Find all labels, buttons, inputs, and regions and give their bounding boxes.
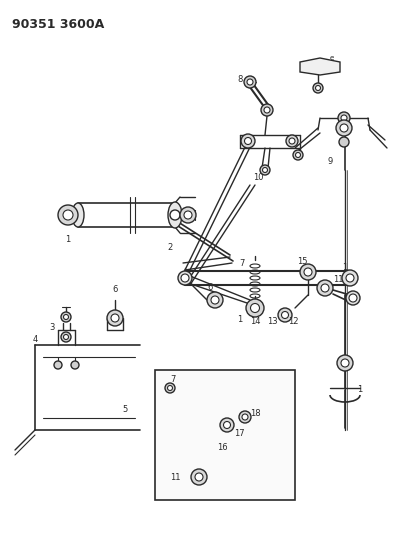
Text: 13: 13 [267, 318, 277, 327]
Text: e: e [330, 55, 334, 61]
Circle shape [304, 268, 312, 276]
Circle shape [337, 355, 353, 371]
Text: 11: 11 [170, 472, 180, 481]
Ellipse shape [342, 270, 358, 286]
Circle shape [195, 473, 203, 481]
Circle shape [278, 308, 292, 322]
Circle shape [224, 422, 230, 429]
Circle shape [341, 359, 349, 367]
Circle shape [181, 274, 189, 282]
Text: 1: 1 [342, 263, 347, 272]
Circle shape [336, 120, 352, 136]
Circle shape [239, 411, 251, 423]
Circle shape [281, 311, 289, 319]
Circle shape [349, 294, 357, 302]
Circle shape [211, 296, 219, 304]
Bar [155, 370, 295, 500]
Circle shape [71, 361, 79, 369]
Text: 9: 9 [328, 157, 333, 166]
Circle shape [316, 85, 320, 91]
Ellipse shape [346, 291, 360, 305]
Circle shape [64, 335, 68, 340]
Text: 10: 10 [253, 174, 263, 182]
Circle shape [339, 137, 349, 147]
Circle shape [346, 274, 354, 282]
Circle shape [191, 469, 207, 485]
Circle shape [58, 205, 78, 225]
Text: 4: 4 [32, 335, 38, 344]
Circle shape [168, 385, 172, 391]
Circle shape [63, 210, 73, 220]
Circle shape [263, 167, 267, 173]
Text: 8: 8 [237, 75, 243, 84]
Circle shape [250, 303, 259, 312]
Text: 6: 6 [207, 284, 213, 293]
Text: 2: 2 [168, 244, 173, 253]
Circle shape [295, 152, 300, 157]
Circle shape [246, 299, 264, 317]
Text: 1: 1 [65, 236, 70, 245]
Circle shape [338, 112, 350, 124]
Text: 7: 7 [170, 376, 176, 384]
Polygon shape [300, 58, 340, 75]
Circle shape [170, 210, 180, 220]
Circle shape [321, 284, 329, 292]
Text: 5: 5 [122, 406, 128, 415]
Circle shape [207, 292, 223, 308]
Text: 6: 6 [112, 286, 118, 295]
Ellipse shape [168, 202, 182, 228]
Ellipse shape [178, 271, 192, 285]
Text: 11: 11 [333, 276, 343, 285]
Circle shape [293, 150, 303, 160]
Circle shape [61, 332, 71, 342]
Circle shape [220, 418, 234, 432]
Circle shape [244, 76, 256, 88]
Circle shape [317, 280, 333, 296]
Circle shape [184, 211, 192, 219]
Circle shape [289, 138, 295, 144]
Text: 7: 7 [239, 260, 245, 269]
Circle shape [341, 115, 347, 121]
Text: 18: 18 [250, 408, 260, 417]
Text: 16: 16 [217, 442, 227, 451]
Circle shape [54, 361, 62, 369]
Circle shape [241, 134, 255, 148]
Circle shape [300, 264, 316, 280]
Text: 15: 15 [297, 257, 307, 266]
Circle shape [180, 207, 196, 223]
Circle shape [260, 165, 270, 175]
Text: 1: 1 [237, 316, 243, 325]
Circle shape [111, 314, 119, 322]
Circle shape [286, 135, 298, 147]
Circle shape [165, 383, 175, 393]
Circle shape [261, 104, 273, 116]
Text: 1: 1 [357, 385, 363, 394]
Circle shape [340, 124, 348, 132]
Text: 12: 12 [288, 318, 298, 327]
Circle shape [244, 138, 252, 144]
Text: 14: 14 [250, 318, 260, 327]
Ellipse shape [72, 203, 84, 227]
Text: 90351 3600A: 90351 3600A [12, 18, 104, 31]
Circle shape [264, 107, 270, 113]
Circle shape [313, 83, 323, 93]
Circle shape [247, 79, 253, 85]
Circle shape [242, 414, 248, 420]
Circle shape [107, 310, 123, 326]
Circle shape [61, 312, 71, 322]
Text: 17: 17 [234, 429, 244, 438]
Circle shape [64, 314, 68, 319]
Text: 3: 3 [49, 324, 55, 333]
